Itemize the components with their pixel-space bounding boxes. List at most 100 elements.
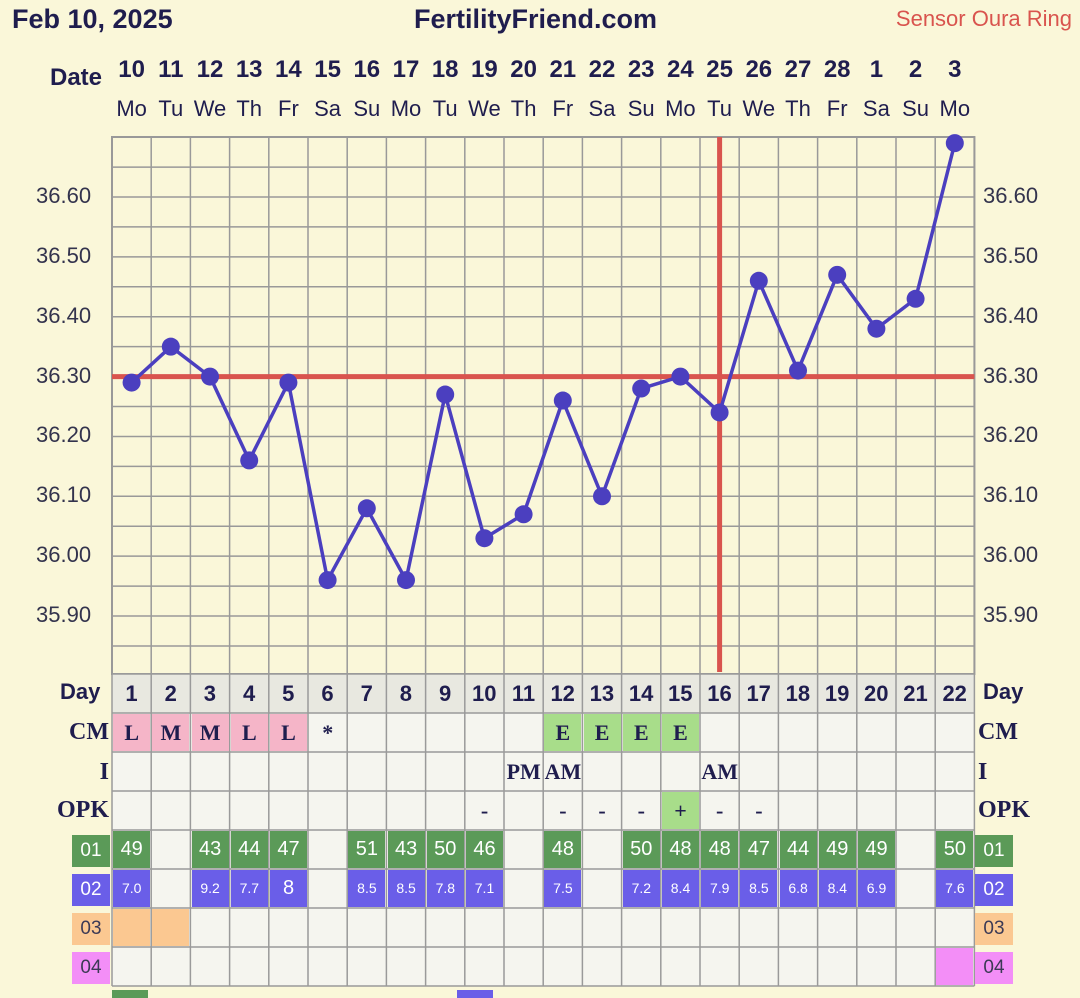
cycle-day-number: 4 xyxy=(242,681,256,706)
temperature-point xyxy=(867,319,886,338)
y-tick-label: 36.10 xyxy=(983,482,1039,508)
cycle-day-number: 13 xyxy=(589,681,615,706)
opk-cell: - xyxy=(637,798,645,823)
o2-cell: 7.6 xyxy=(936,870,974,907)
weekday-name: Mo xyxy=(665,96,696,121)
o2-cell: 7.0 xyxy=(113,870,151,907)
date-number: 13 xyxy=(235,56,263,83)
weekday-name: Mo xyxy=(939,96,971,121)
y-tick-label: 36.40 xyxy=(983,302,1039,328)
temperature-point xyxy=(240,451,259,470)
cycle-day-number: 5 xyxy=(282,681,295,706)
opk-cell: - xyxy=(480,798,489,823)
temperature-point xyxy=(318,571,337,590)
date-number: 18 xyxy=(431,56,459,83)
weekday-name: Sa xyxy=(862,96,890,121)
cycle-day-number: 7 xyxy=(360,681,373,706)
o2-cell: 6.8 xyxy=(779,870,817,907)
temperature-point xyxy=(357,499,376,518)
weekday-name: Su xyxy=(353,96,381,121)
o3-tag-left: 03 xyxy=(72,913,110,945)
temperature-point xyxy=(122,373,141,392)
cycle-day-number: 20 xyxy=(864,681,889,706)
temperature-point xyxy=(945,134,964,153)
intercourse-cell: AM xyxy=(701,759,739,784)
cm-cell: E xyxy=(544,714,582,751)
o1-cell: 48 xyxy=(544,831,582,868)
y-tick-label: 36.60 xyxy=(36,183,92,208)
y-tick-label: 36.30 xyxy=(36,362,92,388)
date-number: 20 xyxy=(510,56,537,83)
o2-cell: 7.7 xyxy=(230,870,268,907)
y-tick-label: 35.90 xyxy=(36,602,92,628)
o1-cell: 49 xyxy=(818,831,856,868)
o1-cell: 49 xyxy=(113,831,151,868)
intercourse-label-right: I xyxy=(978,759,988,785)
cm-cell: L xyxy=(230,714,268,751)
cycle-day-number: 18 xyxy=(785,681,811,706)
temperature-point xyxy=(828,265,847,284)
weekday-name: Tu xyxy=(432,96,458,121)
date-number: 23 xyxy=(627,56,655,83)
o4-tag-right: 04 xyxy=(975,952,1013,984)
temperature-point xyxy=(593,487,611,506)
o1-tag-left: 01 xyxy=(72,835,110,867)
o4-tag-left: 04 xyxy=(72,952,110,984)
o2-cell: 8 xyxy=(270,870,307,907)
o1-cell: 47 xyxy=(270,831,307,868)
weekday-name: Mo xyxy=(390,96,422,121)
weekday-name: Fr xyxy=(826,96,848,121)
o1-cell: 47 xyxy=(740,831,778,868)
weekday-name: Sa xyxy=(588,96,616,121)
cycle-day-number: 19 xyxy=(824,681,850,706)
temperature-point xyxy=(632,379,651,398)
cycle-day-number: 21 xyxy=(903,681,928,706)
date-number: 12 xyxy=(196,56,224,83)
o1-cell: 44 xyxy=(779,831,817,868)
opk-cell: - xyxy=(598,798,606,823)
date-number: 21 xyxy=(549,56,577,83)
day-label-right: Day xyxy=(983,679,1024,704)
y-tick-label: 36.10 xyxy=(36,482,92,508)
o3-tag-right: 03 xyxy=(975,913,1013,945)
date-number: 26 xyxy=(745,56,773,83)
opk-cell: + xyxy=(662,792,699,829)
y-tick-label: 36.20 xyxy=(36,422,92,448)
weekday-name: We xyxy=(468,96,501,121)
o2-cell: 7.1 xyxy=(466,870,503,907)
site-title[interactable]: FertilityFriend.com xyxy=(414,4,658,34)
opk-cell: - xyxy=(559,798,567,823)
cm-label-left: CM xyxy=(69,719,109,745)
weekday-name: Tu xyxy=(158,96,184,121)
weekday-name: Th xyxy=(785,96,811,121)
date-number: 25 xyxy=(706,56,733,83)
weekday-name: Su xyxy=(627,96,655,121)
cycle-day-number: 2 xyxy=(164,681,177,706)
intercourse-cell: AM xyxy=(544,759,582,784)
cm-label-right: CM xyxy=(978,719,1018,745)
o2-cell: 7.9 xyxy=(701,870,739,907)
temperature-point xyxy=(279,373,298,392)
o2-cell: 8.5 xyxy=(740,870,778,907)
o1-cell: 50 xyxy=(936,831,974,868)
o2-cell: 7.2 xyxy=(622,870,660,907)
o4-cell xyxy=(936,948,974,985)
temperature-point xyxy=(161,337,180,356)
o1-cell: 50 xyxy=(622,831,660,868)
temperature-line xyxy=(130,142,957,586)
o1-cell: 51 xyxy=(348,831,386,868)
cm-cell: E xyxy=(583,714,621,751)
cycle-day-number: 17 xyxy=(746,681,771,706)
cycle-day-number: 15 xyxy=(668,681,693,706)
temperature-point xyxy=(906,289,925,308)
o2-cell: 8.4 xyxy=(818,870,856,907)
temperature-point xyxy=(201,367,219,386)
o1-cell: 43 xyxy=(191,831,229,868)
o1-cell: 49 xyxy=(858,831,895,868)
opk-cell: - xyxy=(716,798,724,823)
weekday-name: Th xyxy=(236,96,263,121)
date-number: 16 xyxy=(353,56,381,83)
weekday-name: Mo xyxy=(116,96,147,121)
temperature-point xyxy=(710,403,729,422)
